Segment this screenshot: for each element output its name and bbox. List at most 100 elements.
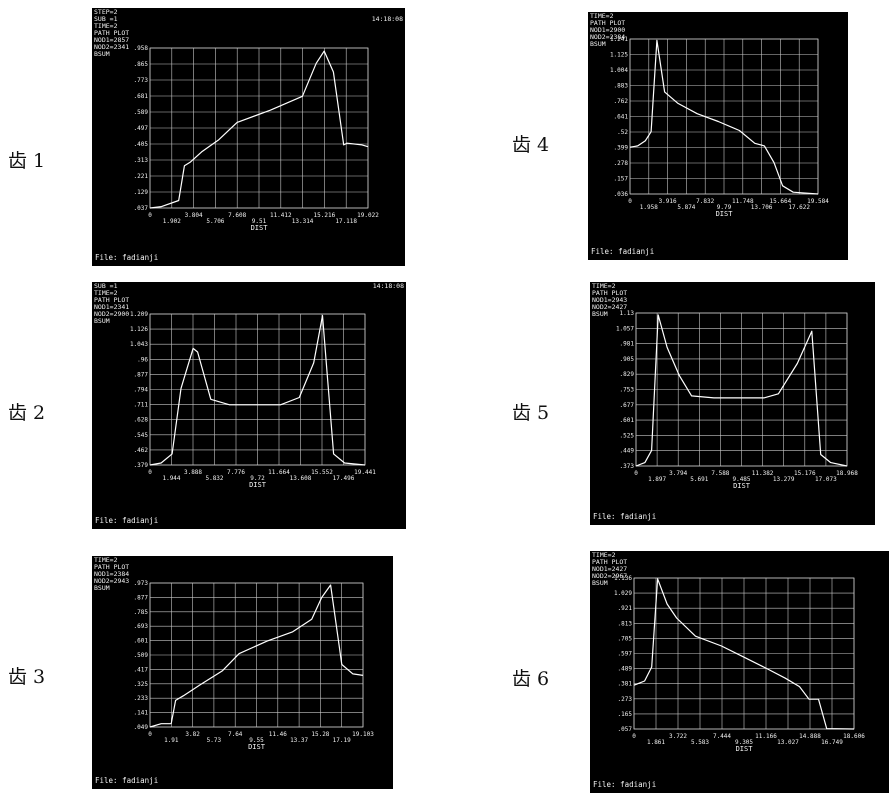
x-tick-label-upper: 7.444 — [713, 733, 731, 740]
y-tick-label: .677 — [620, 402, 635, 409]
header-line: PATH PLOT — [94, 563, 129, 571]
header-line: TIME=2 — [592, 551, 616, 559]
x-tick-label-upper: 11.166 — [755, 733, 777, 740]
x-axis-label: DIST — [716, 210, 734, 218]
x-tick-label-lower: 13.608 — [290, 475, 312, 482]
x-tick-label-upper: 15.176 — [794, 470, 816, 477]
x-tick-label-lower: 9.305 — [735, 739, 753, 746]
y-tick-label: .96 — [137, 356, 148, 363]
x-tick-label-lower: 9.485 — [732, 476, 750, 483]
x-axis-label: DIST — [248, 743, 266, 751]
caption-tooth-1: 齿 1 — [8, 150, 46, 172]
x-tick-label-lower: 13.706 — [751, 204, 773, 211]
y-tick-label: .036 — [614, 191, 629, 198]
y-tick-label: .981 — [620, 341, 635, 348]
file-label: File: fadianji — [95, 516, 158, 525]
header-line: NOD1=2943 — [592, 296, 627, 304]
y-tick-label: .313 — [134, 157, 149, 164]
x-tick-label-upper: 15.552 — [311, 469, 333, 476]
x-axis-label: DIST — [249, 481, 267, 489]
y-tick-label: .52 — [617, 129, 628, 136]
y-tick-label: .877 — [134, 594, 149, 601]
y-tick-label: .497 — [134, 125, 149, 132]
y-tick-label: .037 — [134, 205, 149, 212]
y-tick-label: 1.136 — [614, 575, 632, 582]
x-tick-label-lower: 5.691 — [690, 476, 708, 483]
caption-tooth-4: 齿 4 — [512, 134, 550, 156]
path-plot-panel-6: TIME=2 PATH PLOT NOD1=2427 NOD2=2967 BSUM .05… — [590, 551, 889, 793]
y-tick-label: .958 — [134, 45, 149, 52]
x-tick-label-lower: 17.19 — [333, 737, 351, 744]
header-right-line: 14:18:08 — [373, 282, 404, 290]
x-tick-label-upper: 15.216 — [314, 212, 336, 219]
header-line: SUB =1 — [94, 282, 118, 290]
y-tick-label: .525 — [620, 432, 635, 439]
plot-frame — [635, 312, 848, 467]
plot-frame — [149, 47, 369, 209]
y-tick-label: .273 — [618, 696, 633, 703]
header-line: PATH PLOT — [94, 29, 129, 37]
y-tick-label: .773 — [134, 77, 149, 84]
header-line: NOD1=2384 — [94, 570, 129, 578]
header-line: TIME=2 — [592, 282, 616, 290]
x-tick-label-upper: 7.588 — [711, 470, 729, 477]
x-tick-label-upper: 7.608 — [228, 212, 246, 219]
y-tick-label: .141 — [134, 710, 149, 717]
path-plot-panel-2: SUB =1 TIME=2 PATH PLOT NOD1=2341 NOD2=2900 B… — [92, 282, 406, 529]
x-tick-label-upper: 0 — [628, 198, 632, 205]
header-line: BSUM — [590, 40, 606, 48]
y-tick-label: .399 — [614, 145, 629, 152]
bsum-curve — [149, 50, 369, 209]
x-tick-label-upper: 3.888 — [184, 469, 202, 476]
x-tick-label-upper: 19.441 — [354, 469, 376, 476]
y-tick-label: .641 — [614, 114, 629, 121]
x-tick-label-upper: 7.64 — [228, 731, 243, 738]
header-line: NOD1=2341 — [94, 303, 129, 311]
x-tick-label-upper: 0 — [632, 733, 636, 740]
x-tick-label-upper: 11.46 — [269, 731, 287, 738]
x-tick-label-upper: 3.722 — [669, 733, 687, 740]
x-tick-label-upper: 0 — [634, 470, 638, 477]
x-tick-label-upper: 15.664 — [770, 198, 792, 205]
header-line: NOD2=2341 — [94, 43, 129, 51]
y-tick-label: .883 — [614, 83, 629, 90]
x-tick-label-upper: 11.412 — [270, 212, 292, 219]
path-plot-panel-1: STEP=2 SUB =1 TIME=2 PATH PLOT NOD1=2857 NOD2… — [92, 8, 405, 266]
x-axis-label: DIST — [251, 224, 269, 232]
x-tick-label-lower: 16.749 — [821, 739, 843, 746]
file-label: File: fadianji — [593, 512, 656, 521]
x-tick-label-lower: 13.37 — [290, 737, 308, 744]
bsum-curve — [149, 314, 366, 466]
plot-frame — [149, 313, 366, 466]
bsum-curve — [635, 314, 848, 467]
y-tick-label: .489 — [618, 666, 633, 673]
y-tick-label: .705 — [618, 635, 633, 642]
y-tick-label: .589 — [134, 109, 149, 116]
x-tick-label-upper: 19.103 — [352, 731, 374, 738]
x-tick-label-upper: 11.748 — [732, 198, 754, 205]
x-tick-label-upper: 3.794 — [669, 470, 687, 477]
path-plot-panel-3: TIME=2 PATH PLOT NOD1=2384 NOD2=2943 BSUM .04… — [92, 556, 393, 789]
caption-tooth-3: 齿 3 — [8, 666, 46, 688]
y-tick-label: 1.004 — [610, 67, 628, 74]
y-tick-label: .373 — [620, 463, 635, 470]
header-line: TIME=2 — [590, 12, 614, 20]
x-tick-label-lower: 1.902 — [163, 218, 181, 225]
y-tick-label: .753 — [620, 387, 635, 394]
header-line: TIME=2 — [94, 289, 118, 297]
x-tick-label-upper: 19.584 — [807, 198, 829, 205]
y-tick-label: .762 — [614, 98, 629, 105]
y-tick-label: .221 — [134, 173, 149, 180]
x-tick-label-lower: 5.73 — [207, 737, 222, 744]
y-tick-label: .693 — [134, 623, 149, 630]
y-tick-label: .233 — [134, 695, 149, 702]
y-tick-label: .417 — [134, 666, 149, 673]
x-tick-label-lower: 5.832 — [205, 475, 223, 482]
plot-frame — [629, 38, 819, 195]
y-tick-label: 1.029 — [614, 590, 632, 597]
y-tick-label: .877 — [134, 371, 149, 378]
x-tick-label-upper: 3.804 — [185, 212, 203, 219]
x-tick-label-lower: 13.279 — [773, 476, 795, 483]
